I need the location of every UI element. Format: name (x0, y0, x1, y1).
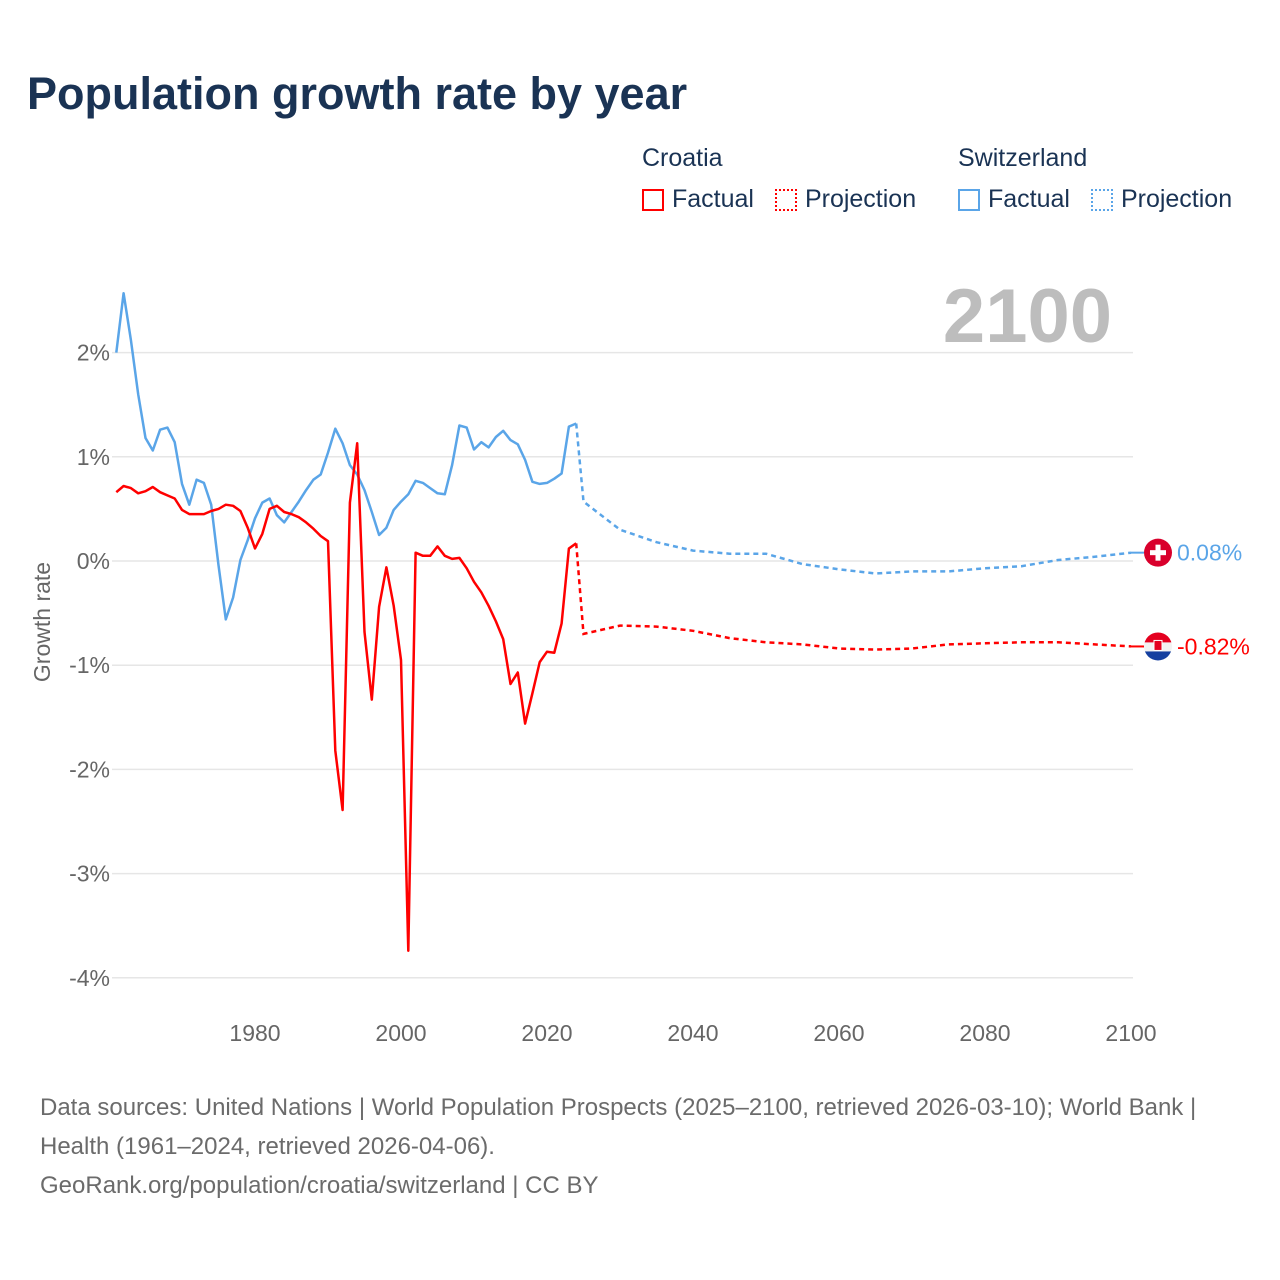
flag-blue (1144, 651, 1172, 661)
x-tick-label: 2100 (1105, 1020, 1156, 1046)
croatia-projection-line (574, 543, 1132, 651)
footer: Data sources: United Nations | World Pop… (40, 1088, 1240, 1205)
switzerland-factual-line (115, 291, 577, 621)
x-tick-label: 1980 (229, 1020, 280, 1046)
end-value-label: -0.82% (1177, 633, 1250, 659)
x-tick-label: 2080 (959, 1020, 1010, 1046)
switzerland-projection-line (574, 423, 1132, 575)
dotted-swatch-icon (1090, 188, 1113, 211)
y-axis-label: Growth rate (29, 562, 55, 682)
flag-cross (1150, 550, 1166, 556)
legend-group-name: Croatia (642, 144, 723, 172)
credit-link[interactable]: GeoRank.org/population/croatia/switzerla… (40, 1172, 599, 1199)
data-sources: Data sources: United Nations | World Pop… (40, 1094, 1197, 1160)
legend-switzerland: Switzerland Factual Projection (958, 144, 1246, 218)
legend-croatia-factual[interactable]: Factual (642, 185, 754, 214)
x-tick-label: 2000 (375, 1020, 426, 1046)
y-tick-label: 2% (77, 340, 110, 366)
x-tick-label: 2020 (521, 1020, 572, 1046)
end-value-label: 0.08% (1177, 540, 1242, 566)
page-title: Population growth rate by year (27, 68, 688, 119)
y-tick-label: -4% (69, 965, 110, 991)
legend-switzerland-factual[interactable]: Factual (958, 185, 1070, 214)
flag-stripes (1144, 632, 1172, 661)
legend-croatia: Croatia Factual Projection (642, 144, 930, 218)
y-tick-label: -2% (69, 756, 110, 782)
x-tick-label: 2060 (813, 1020, 864, 1046)
croatia-factual-line (115, 442, 577, 952)
solid-swatch-icon (642, 188, 664, 211)
legend-group-name: Switzerland (958, 144, 1088, 172)
flag-red (1144, 632, 1172, 643)
dotted-swatch-icon (774, 188, 797, 211)
year-watermark: 2100 (943, 274, 1112, 359)
legend-label: Factual (988, 185, 1070, 213)
legend-label: Projection (804, 185, 917, 213)
croatian-flag-icon (1144, 632, 1172, 661)
solid-swatch-icon (958, 188, 980, 211)
y-tick-label: 0% (77, 548, 110, 574)
y-tick-label: -1% (69, 652, 110, 678)
y-tick-label: 1% (77, 444, 110, 470)
legend-switzerland-projection[interactable]: Projection (1090, 185, 1233, 214)
swiss-flag-icon (1144, 538, 1172, 567)
legend-label: Projection (1120, 185, 1233, 213)
x-tick-label: 2040 (667, 1020, 718, 1046)
y-tick-label: -3% (69, 861, 110, 887)
flag-shield (1153, 639, 1163, 651)
legend-label: Factual (672, 185, 754, 213)
legend-croatia-projection[interactable]: Projection (774, 185, 917, 214)
